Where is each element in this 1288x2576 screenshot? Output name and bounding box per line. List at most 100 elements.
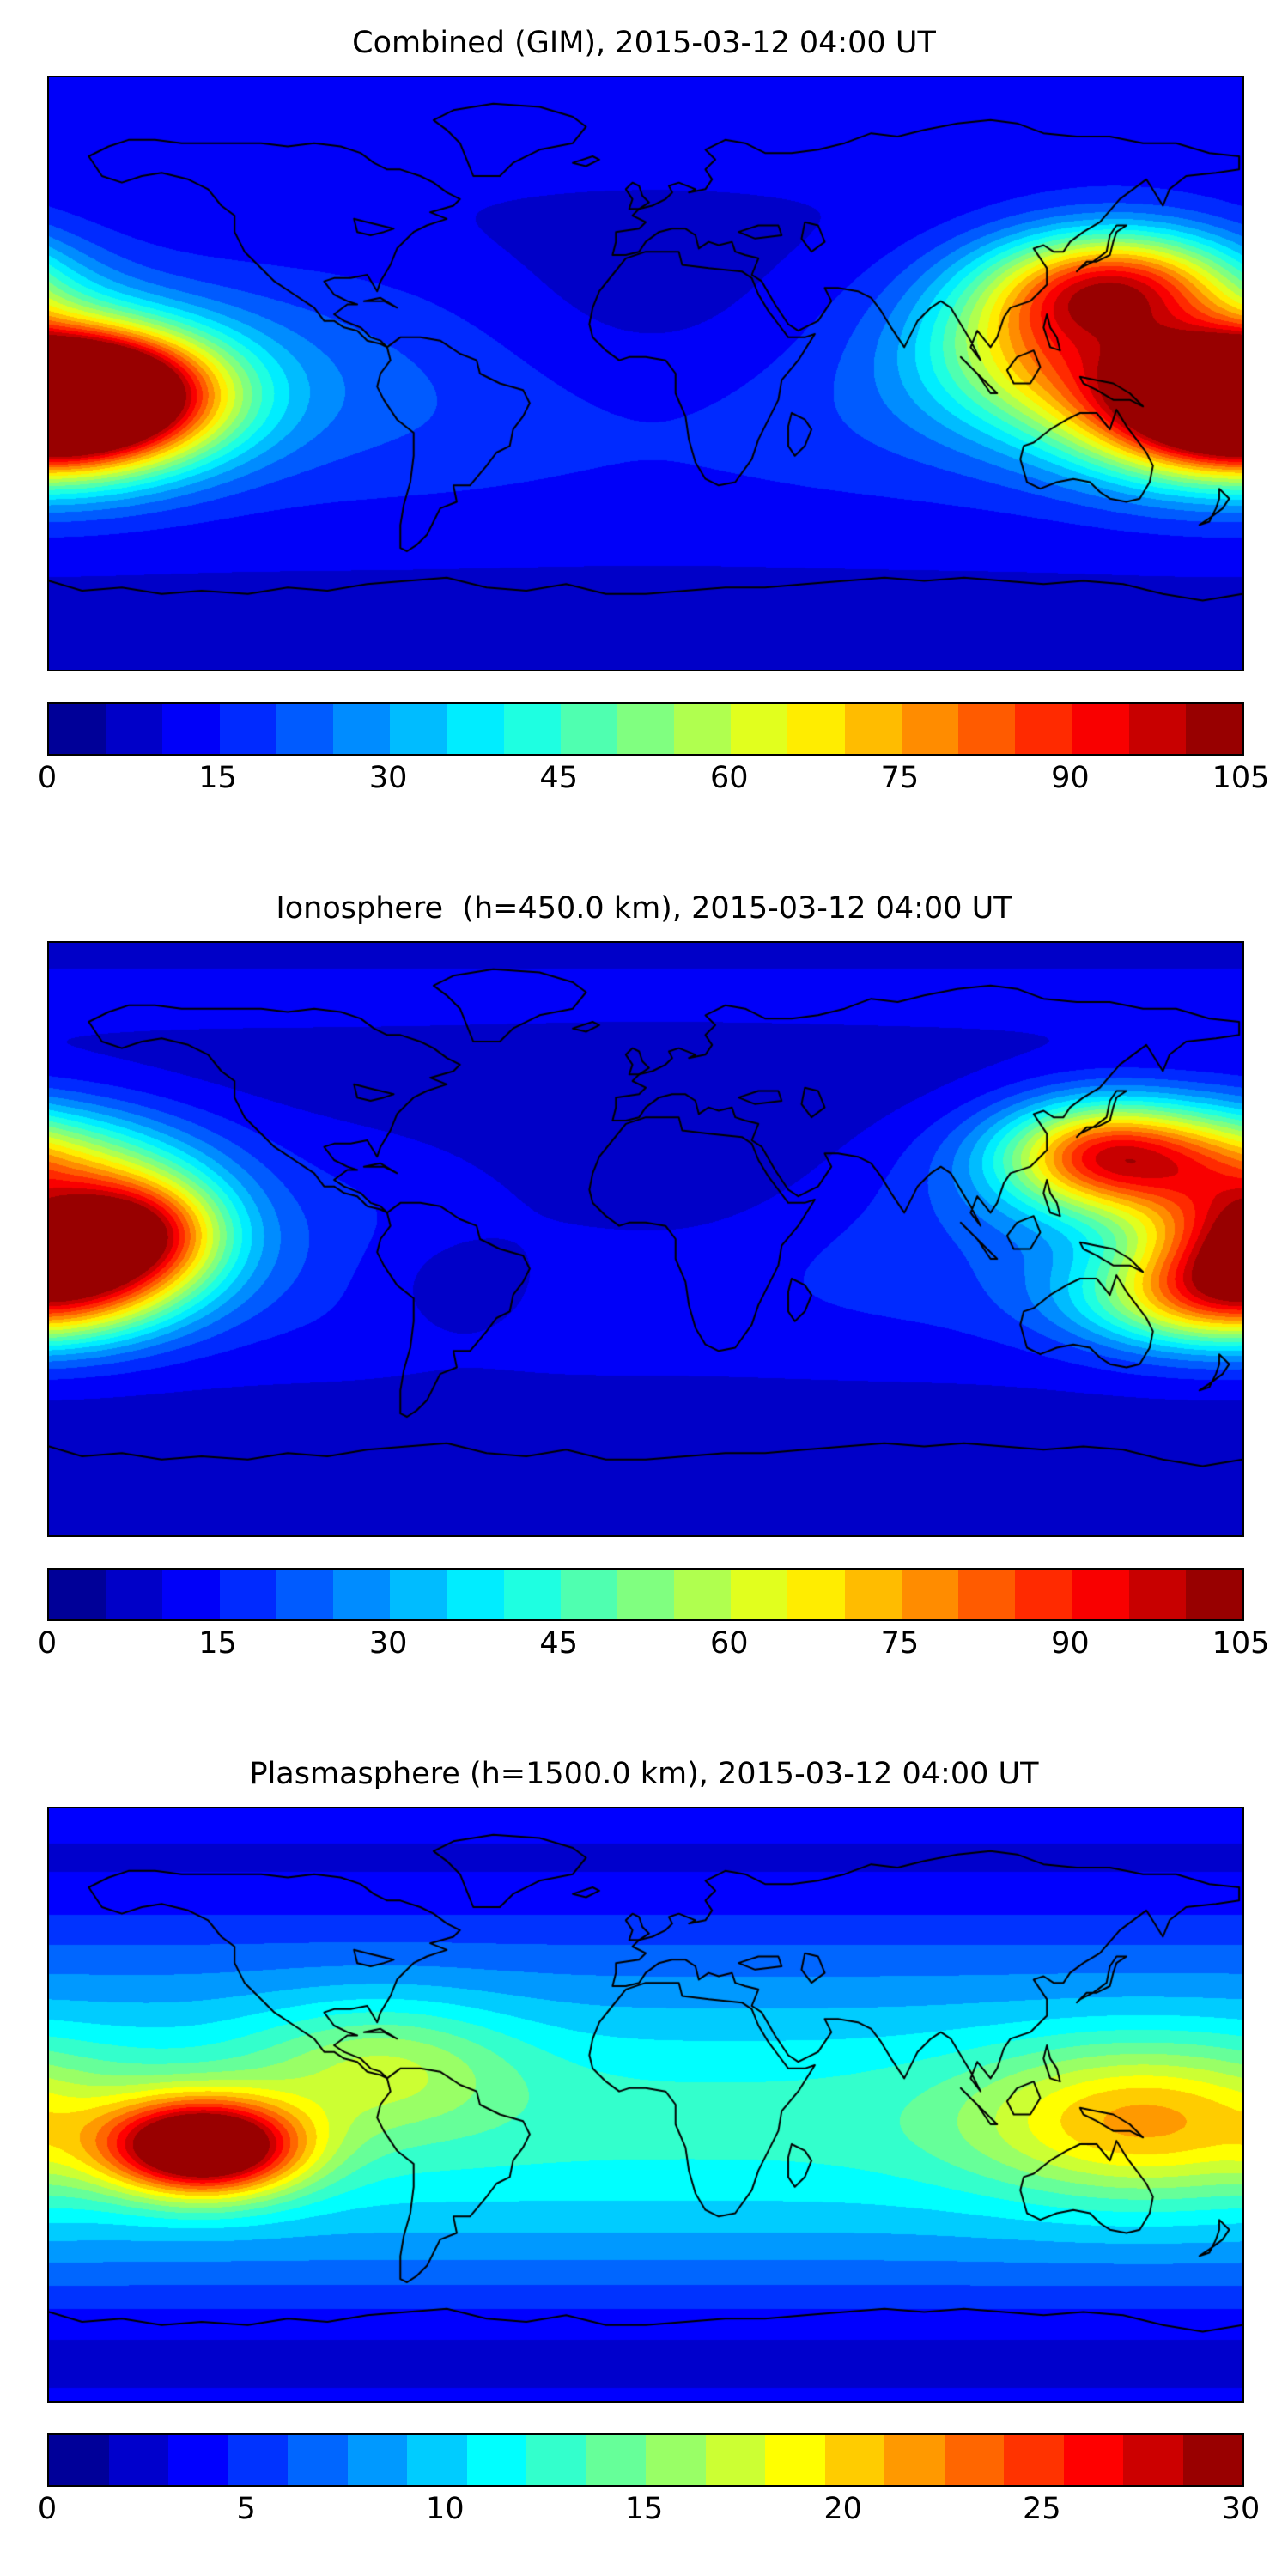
tick-label: 0 (37, 1626, 58, 1661)
colorbar-segment (844, 1570, 902, 1619)
tick-label: 30 (368, 761, 408, 795)
colorbar-segment (1128, 704, 1186, 754)
colorbar-segment (1123, 2435, 1183, 2485)
tick-label: 45 (539, 1626, 578, 1661)
colorbar-segment (390, 704, 447, 754)
colorbar-segment (884, 2435, 945, 2485)
colorbar-segment (106, 704, 163, 754)
tick-label: 10 (426, 2492, 465, 2526)
map-ionosphere (47, 941, 1244, 1537)
colorbar-segment (844, 704, 902, 754)
tick-label: 5 (236, 2492, 256, 2526)
tick-label: 15 (624, 2492, 664, 2526)
tick-label: 75 (880, 1626, 920, 1661)
colorbar-segment (447, 1570, 504, 1619)
colorbar-ticks-plasmasphere: 0 5 10 15 20 25 30 (38, 2492, 1260, 2537)
colorbar-segment (219, 1570, 276, 1619)
colorbar-segment (332, 704, 391, 754)
colorbar-segment (219, 704, 276, 754)
colorbar-segment (162, 704, 220, 754)
colorbar-segment (228, 2435, 288, 2485)
panel-plasmasphere: Plasmasphere (h=1500.0 km), 2015-03-12 0… (38, 1757, 1260, 2537)
panel-title-combined: Combined (GIM), 2015-03-12 04:00 UT (352, 26, 936, 60)
colorbar-segment (1128, 1570, 1186, 1619)
colorbar-ticks-ionosphere: 0 15 30 45 60 75 90 105 (38, 1626, 1270, 1671)
tick-label: 105 (1212, 761, 1270, 795)
map-canvas-combined (49, 77, 1242, 670)
tick-label: 0 (37, 761, 58, 795)
colorbar-combined (47, 702, 1244, 756)
colorbar-segment (765, 2435, 825, 2485)
colorbar-segment (347, 2435, 407, 2485)
colorbar-segment (106, 1570, 163, 1619)
colorbar-segment (1182, 2435, 1242, 2485)
colorbar-segment (824, 2435, 884, 2485)
colorbar-segment (1185, 704, 1242, 754)
colorbar-segment (787, 704, 845, 754)
tick-label: 30 (1221, 2492, 1261, 2526)
tick-label: 20 (823, 2492, 862, 2526)
colorbar-segment (1004, 2435, 1064, 2485)
colorbar-ticks-combined: 0 15 30 45 60 75 90 105 (38, 761, 1270, 805)
tick-label: 30 (368, 1626, 408, 1661)
colorbar-segment (617, 704, 675, 754)
colorbar-segment (787, 1570, 845, 1619)
tick-label: 75 (880, 761, 920, 795)
colorbar-segment (705, 2435, 765, 2485)
colorbar-segment (162, 1570, 220, 1619)
colorbar-segment (447, 704, 504, 754)
colorbar-segment (1072, 704, 1129, 754)
colorbar-segment (958, 704, 1016, 754)
colorbar-segment (49, 1570, 106, 1619)
colorbar-segment (276, 1570, 333, 1619)
colorbar-segment (276, 704, 333, 754)
colorbar-segment (390, 1570, 447, 1619)
colorbar-segment (586, 2435, 646, 2485)
colorbar-segment (332, 1570, 391, 1619)
tick-label: 15 (198, 761, 237, 795)
colorbar-segment (944, 2435, 1004, 2485)
colorbar-segment (168, 2435, 228, 2485)
map-combined (47, 76, 1244, 671)
panel-ionosphere: Ionosphere (h=450.0 km), 2015-03-12 04:0… (38, 891, 1270, 1671)
tick-label: 60 (710, 1626, 749, 1661)
colorbar-segment (1015, 704, 1072, 754)
colorbar-segment (674, 1570, 732, 1619)
colorbar-segment (901, 1570, 958, 1619)
colorbar-segment (1015, 1570, 1072, 1619)
panel-title-ionosphere: Ionosphere (h=450.0 km), 2015-03-12 04:0… (276, 891, 1012, 926)
map-plasmasphere (47, 1807, 1244, 2403)
colorbar-segment (108, 2435, 168, 2485)
colorbar-ionosphere (47, 1568, 1244, 1621)
colorbar-segment (560, 704, 617, 754)
colorbar-segment (466, 2435, 526, 2485)
tick-label: 90 (1051, 1626, 1090, 1661)
colorbar-segment (731, 1570, 788, 1619)
tick-label: 45 (539, 761, 578, 795)
colorbar-segment (731, 704, 788, 754)
colorbar-segment (503, 704, 561, 754)
colorbar-segment (958, 1570, 1016, 1619)
colorbar-segment (49, 2435, 109, 2485)
tick-label: 0 (37, 2492, 58, 2526)
colorbar-segment (901, 704, 958, 754)
tick-label: 90 (1051, 761, 1090, 795)
tick-label: 25 (1023, 2492, 1061, 2526)
colorbar-segment (1063, 2435, 1123, 2485)
colorbar-segment (674, 704, 732, 754)
tick-label: 60 (710, 761, 749, 795)
colorbar-plasmasphere (47, 2433, 1244, 2487)
colorbar-segment (1072, 1570, 1129, 1619)
panel-combined: Combined (GIM), 2015-03-12 04:00 UT 0 15… (38, 26, 1270, 805)
colorbar-segment (617, 1570, 675, 1619)
colorbar-segment (526, 2435, 586, 2485)
map-canvas-plasmasphere (49, 1808, 1242, 2401)
map-canvas-ionosphere (49, 943, 1242, 1535)
colorbar-segment (503, 1570, 561, 1619)
panel-title-plasmasphere: Plasmasphere (h=1500.0 km), 2015-03-12 0… (249, 1757, 1039, 1791)
colorbar-segment (407, 2435, 467, 2485)
colorbar-segment (49, 704, 106, 754)
colorbar-segment (646, 2435, 706, 2485)
tick-label: 15 (198, 1626, 237, 1661)
